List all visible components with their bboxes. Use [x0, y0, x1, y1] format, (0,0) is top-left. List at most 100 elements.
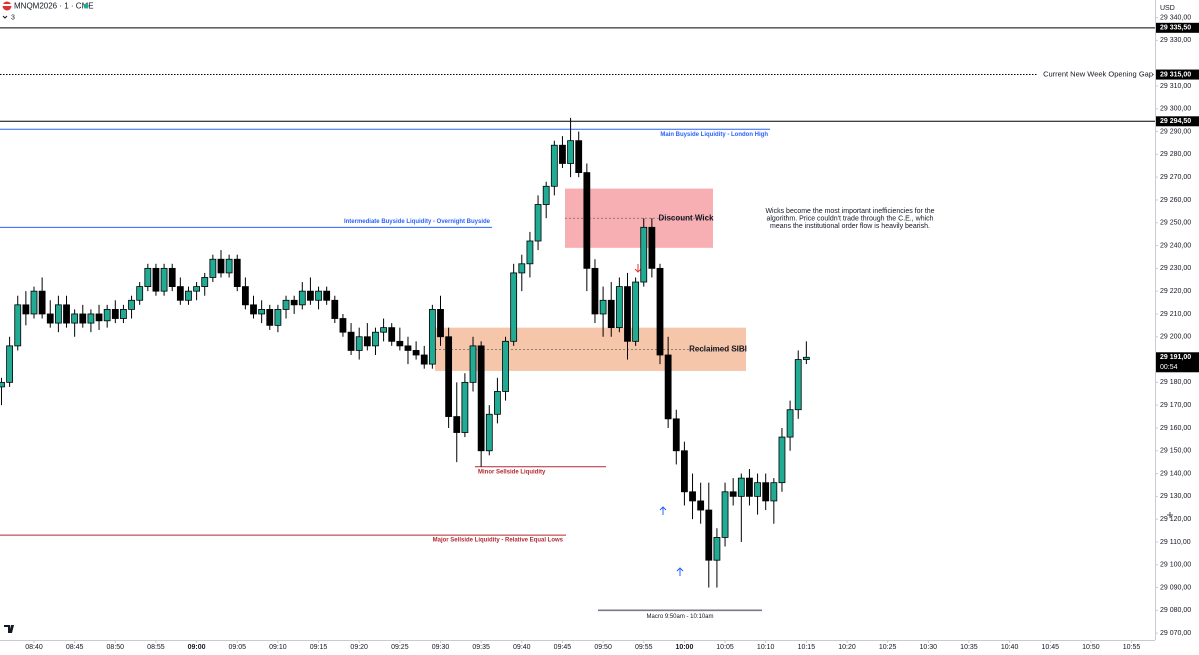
x-tick-label: 09:45: [554, 644, 572, 651]
price-label-box: [1156, 22, 1199, 33]
x-tick-label: 09:40: [513, 644, 531, 651]
y-tick-label: 29 090,00: [1160, 584, 1191, 591]
price-label: 29 315,00: [1160, 71, 1191, 78]
candle-body: [160, 267, 168, 292]
y-tick-label: 29 170,00: [1160, 402, 1191, 409]
symbol: MNQM2026 · 1 · CME: [14, 2, 94, 11]
level-label: Intermediate Buyside Liquidity - Overnig…: [344, 219, 491, 225]
x-tick-label: 08:55: [147, 644, 165, 651]
y-tick-label: 29 230,00: [1160, 265, 1191, 272]
candle-body: [518, 263, 526, 274]
candle-body: [128, 299, 135, 310]
candle-body: [786, 409, 794, 438]
candle-body: [307, 290, 314, 301]
x-tick-label: 10:55: [1123, 644, 1141, 651]
candle-body: [233, 258, 241, 287]
y-tick-label: 29 150,00: [1160, 448, 1191, 455]
candle-body: [79, 313, 87, 324]
candle-body: [290, 299, 298, 306]
arrow-up: [659, 506, 667, 515]
level-label: Macro 9:50am - 10:10am: [646, 614, 713, 620]
level-label: Minor Sellside Liquidity: [478, 469, 546, 475]
y-tick-label: 29 250,00: [1160, 220, 1191, 227]
candle-body: [534, 204, 542, 242]
candle-body: [282, 299, 290, 310]
countdown: 00:54: [1160, 364, 1178, 371]
note-line: Wicks become the most important ineffici…: [765, 208, 934, 215]
candle-body: [453, 416, 461, 433]
y-tick-label: 29 220,00: [1160, 288, 1191, 295]
indicator-count[interactable]: 3: [11, 14, 15, 21]
zone: [435, 327, 746, 371]
x-tick-label: 09:00: [188, 644, 206, 651]
cursor: [1167, 512, 1173, 518]
x-tick-label: 10:35: [960, 644, 978, 651]
candle-body: [176, 286, 184, 301]
candle-body: [63, 304, 70, 324]
x-tick-label: 10:40: [1001, 644, 1019, 651]
candle-body: [583, 172, 591, 269]
candle-body: [120, 308, 127, 319]
y-tick-label: 29 260,00: [1160, 197, 1191, 204]
zone-label: Discount Wick: [658, 213, 714, 222]
y-tick-label: 29 140,00: [1160, 470, 1191, 477]
x-tick-label: 10:00: [675, 644, 693, 651]
flag-icon: [2, 4, 12, 6]
candle-body: [347, 331, 355, 351]
candle-body: [526, 240, 534, 265]
logo: [4, 625, 14, 633]
candle-body: [599, 299, 607, 315]
candle-body: [22, 304, 30, 315]
note-line: means the institutional order flow is he…: [770, 223, 930, 230]
candle-body: [71, 313, 79, 324]
candle-body: [274, 308, 282, 326]
candle-body: [737, 477, 745, 497]
candle-body: [591, 267, 599, 315]
candle-body: [404, 345, 412, 351]
x-tick-label: 09:20: [350, 644, 368, 651]
candle-body: [388, 327, 396, 342]
candle-body: [355, 336, 363, 351]
candle-body: [729, 491, 737, 497]
candle-body: [412, 350, 420, 356]
candle-body: [111, 308, 119, 319]
candle-body: [217, 258, 225, 274]
x-tick-label: 08:50: [107, 644, 125, 651]
price-label-box: [1156, 352, 1199, 373]
level-label: Main Buyside Liquidity - London High: [660, 132, 768, 138]
x-tick-label: 10:05: [716, 644, 734, 651]
candle-body: [258, 308, 266, 315]
candle-body: [802, 356, 810, 360]
candle-body: [607, 299, 615, 329]
candle-body: [372, 331, 379, 347]
candle-body: [689, 491, 696, 502]
candle-body: [298, 290, 306, 306]
note-line: algorithm. Price couldn't trade through …: [766, 215, 933, 222]
candle-body: [624, 286, 631, 342]
candle-body: [656, 267, 664, 356]
level-label: Major Sellside Liquidity - Relative Equa…: [433, 538, 564, 544]
candle-body: [266, 308, 274, 326]
currency: USD: [1160, 5, 1175, 12]
y-tick-label: 29 240,00: [1160, 242, 1191, 249]
y-tick-label: 29 290,00: [1160, 128, 1191, 135]
chevron[interactable]: [2, 15, 8, 19]
candle-body: [437, 308, 444, 338]
price-label-box: [1156, 116, 1199, 127]
candle-body: [420, 354, 428, 365]
candle-body: [721, 491, 729, 538]
candle-body: [445, 336, 453, 417]
candle-body: [315, 290, 322, 301]
candle-body: [794, 359, 802, 411]
y-tick-label: 29 110,00: [1160, 539, 1191, 546]
y-tick-label: 29 340,00: [1160, 14, 1191, 21]
y-tick-label: 29 200,00: [1160, 334, 1191, 341]
x-tick-label: 10:20: [838, 644, 856, 651]
x-tick-label: 09:35: [472, 644, 490, 651]
candle-body: [510, 272, 518, 342]
status-dot: [83, 3, 89, 9]
x-tick-label: 10:15: [798, 644, 816, 651]
candle-body: [396, 340, 404, 347]
candle-body: [185, 290, 192, 301]
candle-body: [54, 304, 62, 324]
